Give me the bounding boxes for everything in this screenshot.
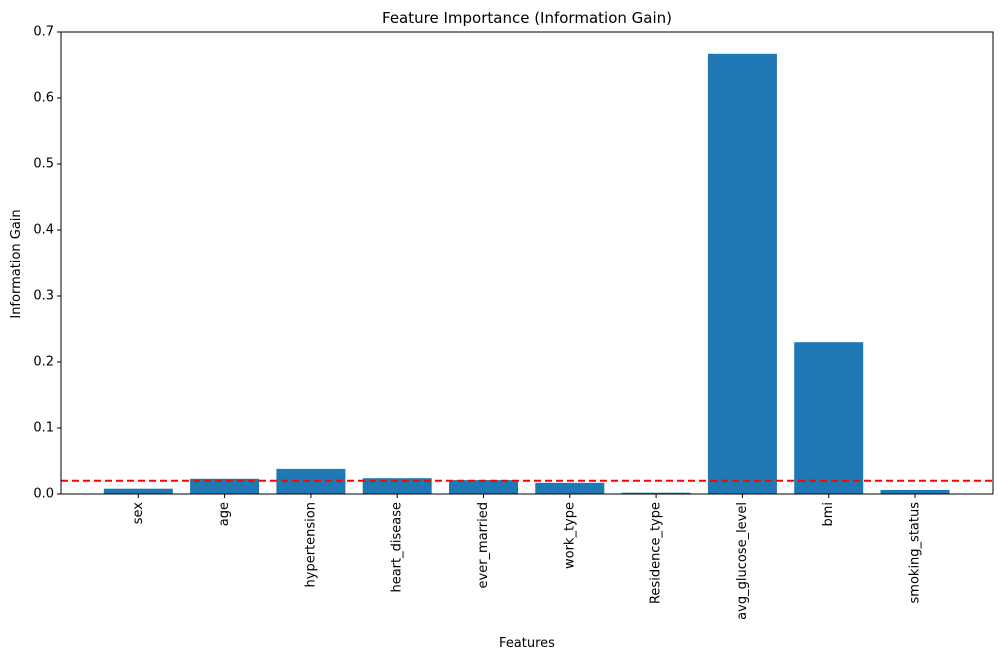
bar-avg_glucose_level <box>707 53 777 495</box>
x-axis: sex age hypertension heart_disease ever_marr… <box>131 494 923 620</box>
x-tick-label: Residence_type <box>649 502 664 604</box>
bar-age <box>190 478 260 494</box>
y-tick-label: 0.5 <box>33 157 54 172</box>
y-tick-label: 0.4 <box>33 223 54 238</box>
x-tick-label: hypertension <box>303 502 318 587</box>
x-tick-label: ever_married <box>476 502 491 589</box>
x-axis-label: Features <box>499 636 555 651</box>
x-tick-label: avg_glucose_level <box>735 502 750 620</box>
y-axis: 0.0 0.1 0.2 0.3 0.4 0.5 0.6 0.7 <box>33 25 61 502</box>
x-tick-label: bmi <box>821 502 836 527</box>
y-tick-label: 0.1 <box>33 421 54 436</box>
x-tick-label: sex <box>131 502 146 525</box>
bar-work_type <box>535 482 605 494</box>
bars-group <box>103 53 950 495</box>
x-tick-label: age <box>217 502 232 526</box>
y-tick-label: 0.2 <box>33 355 54 370</box>
y-tick-label: 0.0 <box>33 487 54 502</box>
chart-title: Feature Importance (Information Gain) <box>382 9 672 27</box>
plot-frame <box>60 31 994 495</box>
x-tick-label: heart_disease <box>390 502 405 593</box>
bar-bmi <box>794 342 864 494</box>
x-tick-label: smoking_status <box>908 502 923 604</box>
bar-heart_disease <box>362 478 432 494</box>
y-tick-label: 0.6 <box>33 91 54 106</box>
x-tick-label: work_type <box>562 502 577 569</box>
y-tick-label: 0.7 <box>33 25 54 40</box>
bar-ever_married <box>449 480 518 494</box>
bar-smoking_status <box>880 490 950 494</box>
bar-sex <box>103 488 173 494</box>
y-tick-label: 0.3 <box>33 289 54 304</box>
y-axis-label: Information Gain <box>9 209 24 318</box>
bar-Residence_type <box>621 492 691 494</box>
